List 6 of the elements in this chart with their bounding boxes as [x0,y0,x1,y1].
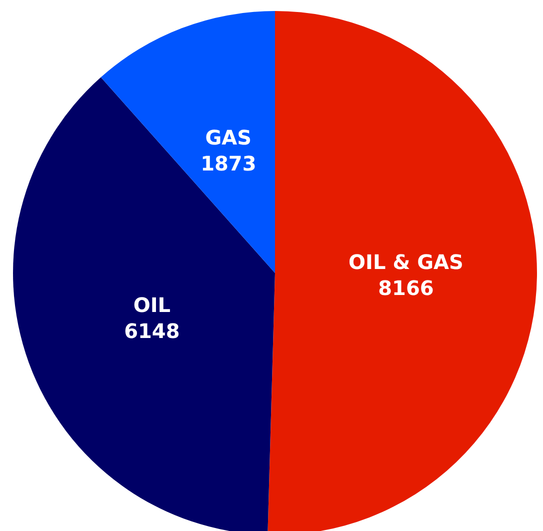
slice-label: OIL & GAS [348,250,464,274]
data-label: 8166 [378,276,434,300]
data-label: 1873 [200,152,256,176]
data-label: 6148 [124,318,180,343]
slice-label: GAS [205,126,252,150]
slice-label: OIL [133,292,171,317]
